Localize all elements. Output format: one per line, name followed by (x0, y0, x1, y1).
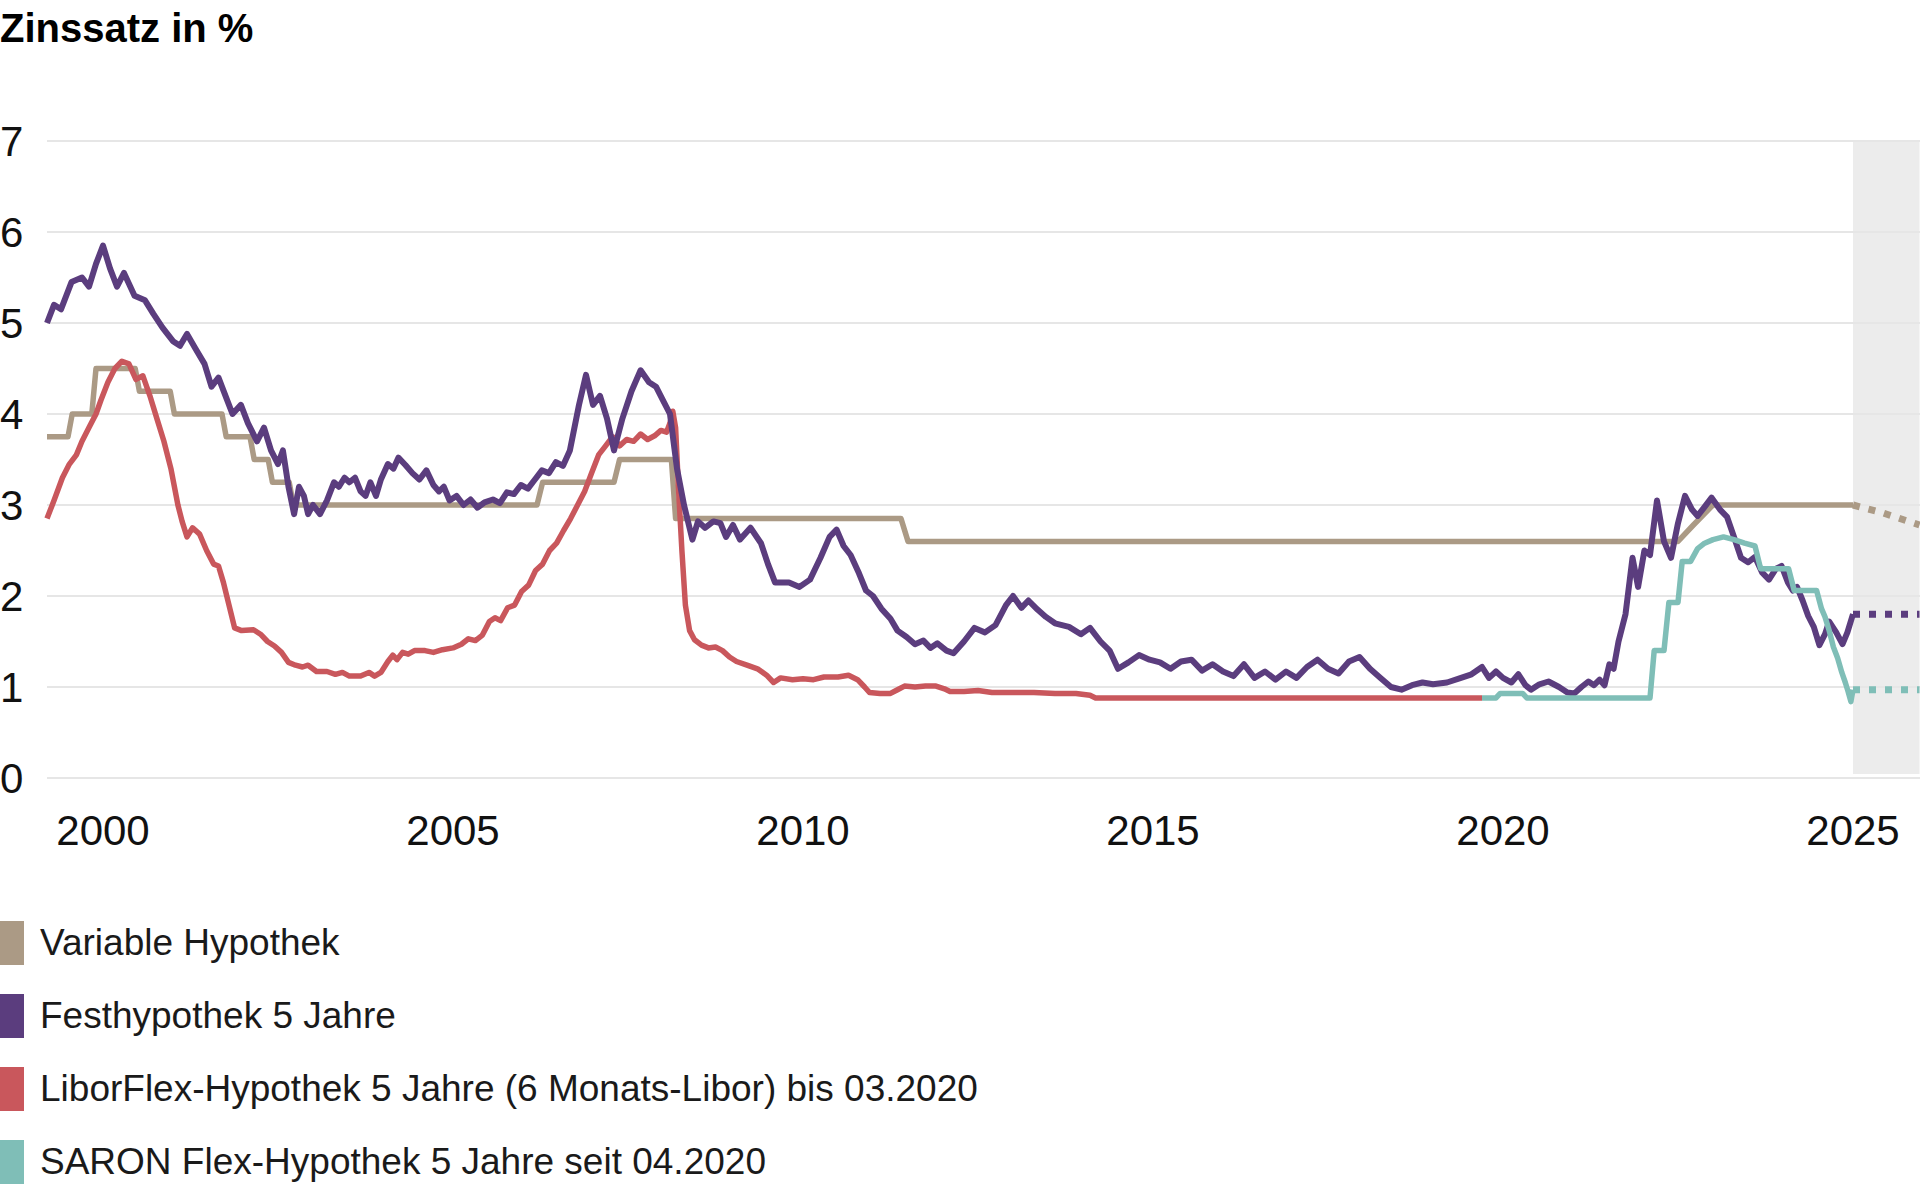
series-line-3 (1482, 537, 1853, 702)
interest-rate-chart-page: Zinssatz in % 01234567200020052010201520… (0, 0, 1920, 1199)
legend-swatch-saron-flex-hypothek (0, 1140, 24, 1184)
series-line-2 (47, 361, 1482, 698)
x-axis-label-2005: 2005 (406, 807, 499, 854)
legend-item-festhypothek-5-jahre: Festhypothek 5 Jahre (0, 994, 978, 1038)
y-axis-label-2: 2 (0, 573, 23, 620)
x-axis-label-2020: 2020 (1456, 807, 1549, 854)
legend-swatch-liborflex-hypothek (0, 1067, 24, 1111)
y-axis-label-3: 3 (0, 482, 23, 529)
y-axis-label-7: 7 (0, 118, 23, 165)
series-line-1 (47, 246, 1853, 694)
x-axis-label-2010: 2010 (756, 807, 849, 854)
legend-label-liborflex-hypothek: LiborFlex-Hypothek 5 Jahre (6 Monats-Lib… (40, 1067, 978, 1111)
legend-swatch-variable-hypothek (0, 921, 24, 965)
legend-label-festhypothek-5-jahre: Festhypothek 5 Jahre (40, 994, 396, 1038)
legend-item-variable-hypothek: Variable Hypothek (0, 921, 978, 965)
y-axis-label-4: 4 (0, 391, 23, 438)
legend-item-liborflex-hypothek: LiborFlex-Hypothek 5 Jahre (6 Monats-Lib… (0, 1067, 978, 1111)
forecast-band (1853, 141, 1920, 774)
y-axis-label-5: 5 (0, 300, 23, 347)
chart-legend: Variable Hypothek Festhypothek 5 Jahre L… (0, 921, 978, 1184)
y-axis-label-6: 6 (0, 209, 23, 256)
x-axis-label-2000: 2000 (56, 807, 149, 854)
x-axis-label-2025: 2025 (1806, 807, 1899, 854)
y-axis-label-0: 0 (0, 755, 23, 802)
x-axis-label-2015: 2015 (1106, 807, 1199, 854)
legend-swatch-festhypothek-5-jahre (0, 994, 24, 1038)
legend-label-variable-hypothek: Variable Hypothek (40, 921, 340, 965)
legend-item-saron-flex-hypothek: SARON Flex-Hypothek 5 Jahre seit 04.2020 (0, 1140, 978, 1184)
y-axis-label-1: 1 (0, 664, 23, 711)
legend-label-saron-flex-hypothek: SARON Flex-Hypothek 5 Jahre seit 04.2020 (40, 1140, 766, 1184)
